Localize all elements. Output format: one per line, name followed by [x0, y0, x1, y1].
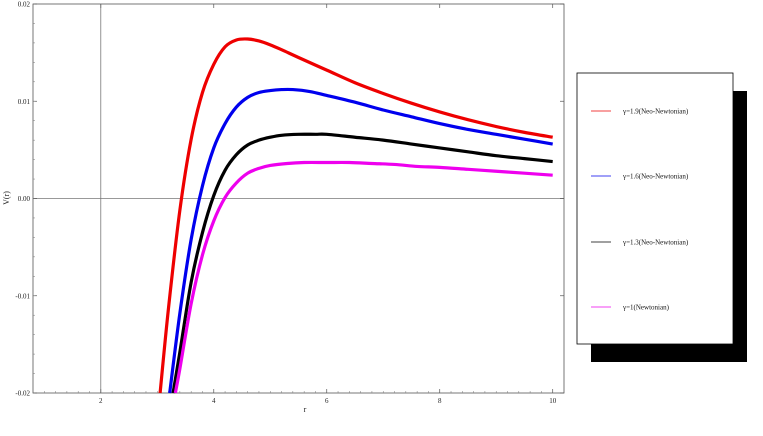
legend-label-1: γ=1.9(Neo-Newtonian) — [622, 108, 689, 116]
x-tick-label: 6 — [325, 397, 329, 405]
series-group — [158, 37, 553, 394]
series-line-1 — [158, 37, 553, 394]
series-line-4 — [173, 160, 553, 394]
x-tick-label: 4 — [212, 397, 216, 405]
y-tick-label: -0.02 — [15, 390, 30, 398]
x-tick-label: 8 — [438, 397, 442, 405]
x-tick-label: 10 — [549, 397, 557, 405]
y-tick-label: 0.01 — [18, 98, 31, 106]
legend-label-3: γ=1.3(Neo-Newtonian) — [622, 239, 689, 247]
series-line-3 — [171, 132, 553, 394]
legend-label-4: γ=1(Newtonian) — [622, 304, 670, 312]
y-tick-label: 0.02 — [18, 1, 31, 9]
legend: γ=1.9(Neo-Newtonian) γ=1.6(Neo-Newtonian)… — [576, 72, 747, 362]
axes-lines — [33, 4, 564, 393]
y-tick-label: 0.00 — [18, 195, 31, 203]
y-tick-label: -0.01 — [15, 292, 30, 300]
y-axis-label: V(r) — [2, 191, 11, 205]
ticks: 2 4 6 8 10 -0.02 -0.01 0.00 0.01 0.02 — [15, 1, 564, 405]
series-line-2 — [168, 87, 553, 394]
x-axis-label: r — [304, 405, 307, 414]
legend-box — [576, 72, 734, 345]
legend-label-2: γ=1.6(Neo-Newtonian) — [622, 173, 689, 181]
legend-entries: γ=1.9(Neo-Newtonian) γ=1.6(Neo-Newtonian)… — [591, 108, 689, 312]
x-tick-label: 2 — [99, 397, 103, 405]
